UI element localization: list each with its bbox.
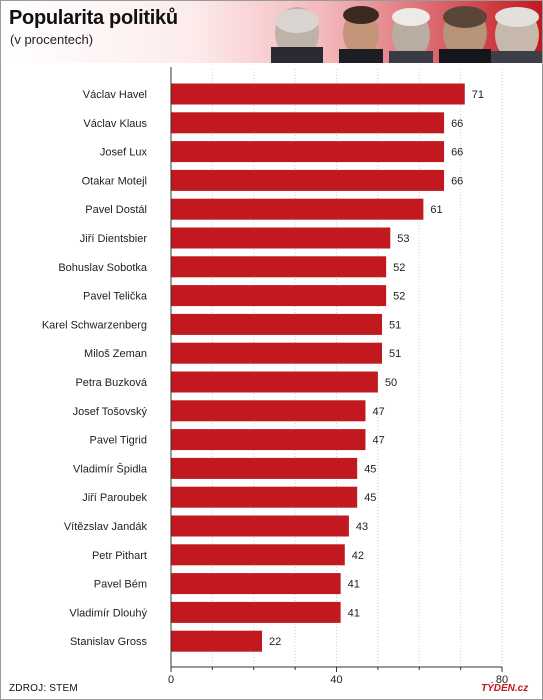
bar xyxy=(171,544,345,566)
category-label: Pavel Dostál xyxy=(85,204,147,216)
value-label: 47 xyxy=(372,406,384,418)
value-label: 41 xyxy=(348,607,360,619)
bar xyxy=(171,83,465,105)
source-note: ZDROJ: STEM xyxy=(9,683,78,694)
value-label: 50 xyxy=(385,377,397,389)
portrait-photo xyxy=(389,8,433,63)
category-label: Josef Tošovský xyxy=(73,406,148,418)
bar xyxy=(171,486,358,508)
value-label: 52 xyxy=(393,262,405,274)
bar xyxy=(171,141,445,163)
value-label: 45 xyxy=(364,463,376,475)
bar xyxy=(171,256,387,278)
category-label: Vladimír Dlouhý xyxy=(69,607,147,619)
category-label: Jiří Dientsbier xyxy=(80,233,148,245)
value-label: 61 xyxy=(430,204,442,216)
category-label: Jiří Paroubek xyxy=(82,492,147,504)
value-label: 71 xyxy=(472,89,484,101)
category-label: Petr Pithart xyxy=(92,550,147,562)
bar xyxy=(171,429,366,451)
politician-photos xyxy=(271,6,542,63)
bar xyxy=(171,630,263,652)
value-label: 51 xyxy=(389,348,401,360)
value-label: 42 xyxy=(352,550,364,562)
x-tick-label: 80 xyxy=(496,674,508,683)
value-label: 51 xyxy=(389,319,401,331)
value-label: 43 xyxy=(356,521,368,533)
bar xyxy=(171,313,383,335)
chart-subtitle: (v procentech) xyxy=(10,32,94,47)
category-label: Stanislav Gross xyxy=(70,636,148,648)
bar xyxy=(171,285,387,307)
portrait-photo xyxy=(339,6,383,63)
category-label: Vítězslav Jandák xyxy=(64,521,148,533)
value-label: 66 xyxy=(451,118,463,130)
portrait-photo xyxy=(439,6,491,63)
bar xyxy=(171,169,445,191)
portrait-photo xyxy=(491,7,542,63)
value-label: 53 xyxy=(397,233,409,245)
category-label: Pavel Telička xyxy=(83,291,148,303)
category-label: Václav Havel xyxy=(83,89,147,101)
bar xyxy=(171,515,349,537)
category-label: Miloš Zeman xyxy=(84,348,147,360)
category-label: Pavel Tigrid xyxy=(90,435,147,447)
category-label: Václav Klaus xyxy=(83,118,147,130)
x-tick-label: 40 xyxy=(330,674,342,683)
brand-logo: TÝDEN.cz xyxy=(481,683,529,694)
bar xyxy=(171,371,378,393)
category-label: Karel Schwarzenberg xyxy=(42,319,147,331)
category-label: Vladimír Špidla xyxy=(73,462,148,475)
category-label: Bohuslav Sobotka xyxy=(58,262,148,274)
category-label: Petra Buzková xyxy=(75,377,147,389)
category-label: Otakar Motejl xyxy=(82,175,147,187)
value-label: 47 xyxy=(372,435,384,447)
value-label: 41 xyxy=(348,579,360,591)
chart-title: Popularita politiků xyxy=(9,7,178,29)
bar xyxy=(171,400,366,422)
x-tick-label: 0 xyxy=(168,674,174,683)
bar xyxy=(171,198,424,220)
bar xyxy=(171,112,445,134)
category-label: Josef Lux xyxy=(100,147,148,159)
bar-chart: Václav Havel 71 Václav Klaus 66 Josef Lux 66 O… xyxy=(42,67,508,683)
bar xyxy=(171,573,341,595)
bar xyxy=(171,601,341,623)
bar xyxy=(171,342,383,364)
bar xyxy=(171,457,358,479)
value-label: 66 xyxy=(451,147,463,159)
value-label: 45 xyxy=(364,492,376,504)
category-label: Pavel Bém xyxy=(94,579,147,591)
value-label: 22 xyxy=(269,636,281,648)
bar xyxy=(171,227,391,249)
chart-header: Popularita politiků (v procentech) xyxy=(1,1,542,63)
value-label: 66 xyxy=(451,175,463,187)
value-label: 52 xyxy=(393,291,405,303)
portrait-photo xyxy=(271,7,323,63)
